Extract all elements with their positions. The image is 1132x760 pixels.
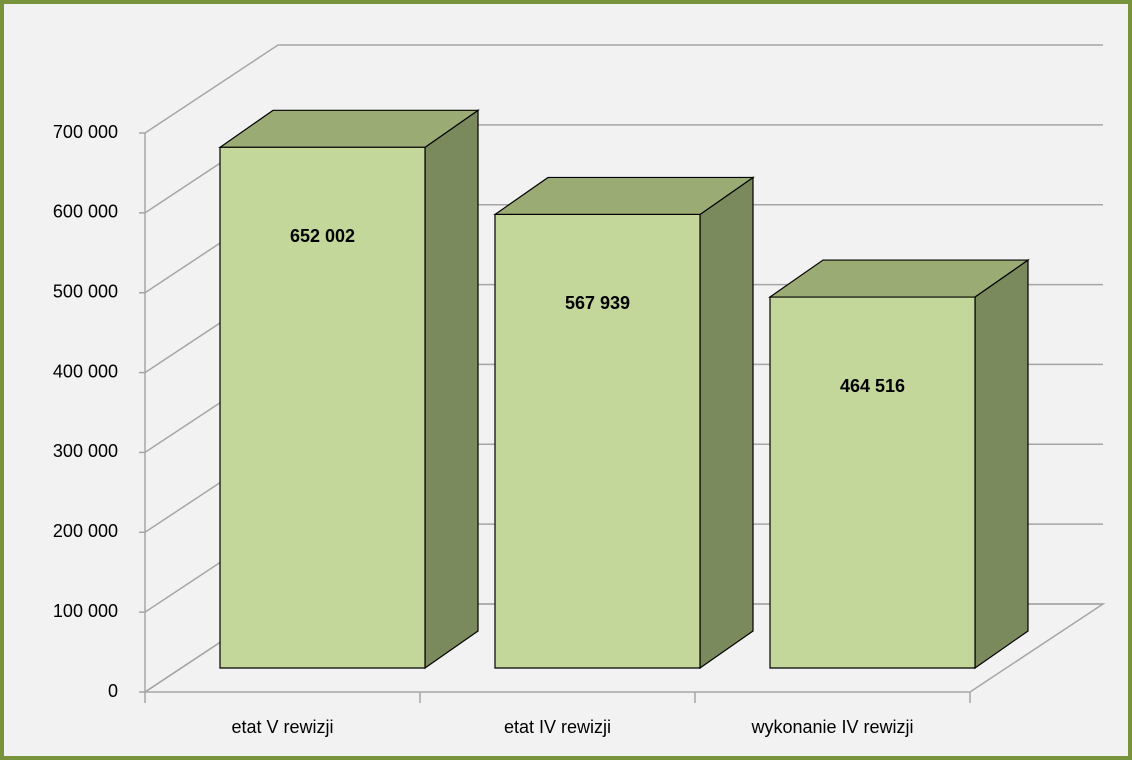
bar-side — [424, 109, 479, 670]
bar — [218, 109, 480, 670]
value-label: 567 939 — [565, 293, 630, 313]
y-tick-label: 100 000 — [53, 601, 118, 621]
x-tick-label: etat IV rewizji — [504, 717, 611, 737]
bar — [493, 176, 755, 670]
y-tick-label: 600 000 — [53, 202, 118, 222]
y-tick-label: 400 000 — [53, 361, 118, 381]
bar-front — [769, 296, 976, 669]
y-tick-label: 300 000 — [53, 441, 118, 461]
y-tick-label: 700 000 — [53, 122, 118, 142]
y-tick-label: 200 000 — [53, 521, 118, 541]
value-label: 464 516 — [840, 376, 905, 396]
bar-front — [219, 146, 426, 669]
bar-side — [974, 258, 1029, 670]
bar-front — [494, 213, 701, 669]
grid-line — [144, 44, 1103, 134]
bar-side — [699, 176, 754, 670]
y-tick-label: 500 000 — [53, 281, 118, 301]
x-tick-label: etat V rewizji — [231, 717, 333, 737]
bar — [768, 258, 1030, 670]
x-tick-label: wykonanie IV rewizji — [750, 717, 913, 737]
value-label: 652 002 — [290, 226, 355, 246]
y-tick-label: 0 — [108, 681, 118, 701]
